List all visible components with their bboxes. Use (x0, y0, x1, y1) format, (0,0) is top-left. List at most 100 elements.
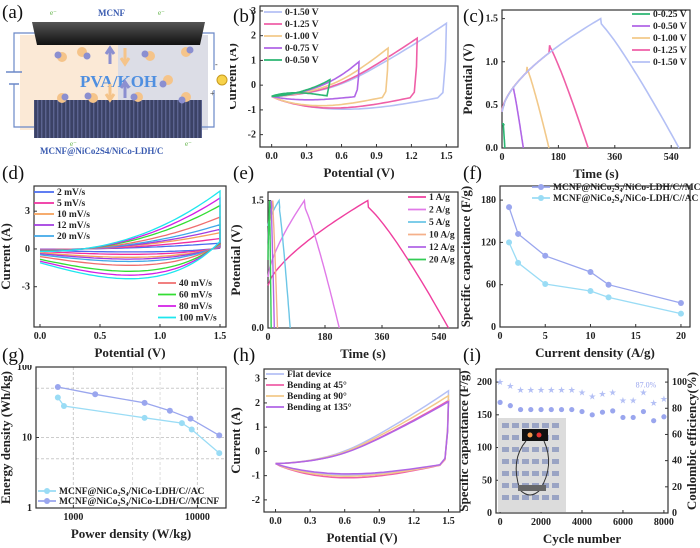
capacitance-point (538, 406, 544, 413)
inset-print-mark (532, 495, 539, 500)
y-tick-label: -1 (252, 471, 260, 482)
y-tick-label: 0 (251, 80, 256, 91)
y-tick-label: 3 (251, 6, 256, 17)
x-tick-label: 360 (607, 152, 622, 163)
chart-f-rate-capability: 0 5 10 15 20 0 60 120 180 Current density (A/g) Sp… (460, 183, 700, 360)
legend-g-label: MCNF@NiCo₂S₄/NiCo-LDH/C//MCNF (59, 497, 219, 507)
inset-print-mark (512, 435, 519, 440)
x-tick-label: 20 (676, 331, 686, 342)
plot-frame (499, 185, 691, 328)
inset-print-mark (522, 423, 529, 428)
x-tick-label: 0.0 (34, 331, 47, 342)
gcd-curve-2 (267, 198, 340, 329)
y2-tick-label: 60 (672, 429, 682, 440)
legend-d-label: 10 mV/s (57, 210, 90, 220)
circuit-wire-left-bottom (13, 84, 36, 128)
gcd-curve-20 (267, 200, 272, 329)
inset-print-mark (512, 495, 519, 500)
y-tick-label: 1.5 (252, 196, 265, 207)
circuit-wire-left (13, 32, 36, 72)
x-tick-label: 15 (631, 331, 641, 342)
data-point (506, 204, 513, 211)
x-tick-label: 180 (551, 152, 566, 163)
inset-print-mark (552, 435, 559, 440)
legend-f-label: MCNF@NiCo₂S₄/NiCo-LDH/C//MCNF (553, 183, 700, 193)
y2-tick-label: 80 (672, 403, 682, 414)
legend-d-label: 100 mV/s (179, 314, 217, 324)
y-tick-label: 180 (481, 195, 496, 206)
legend-e-label: 1 A/g (429, 193, 450, 203)
capacitance-point (569, 406, 575, 413)
x-tick-label: 360 (375, 332, 390, 343)
efficiency-star-point: ★ (496, 377, 504, 387)
cv-curve-0125 (271, 36, 419, 109)
y-tick-label: -2 (252, 495, 260, 506)
legend-e-label: 12 A/g (429, 243, 455, 253)
x-tick-label: 540 (664, 152, 679, 163)
x-tick-label: 0 (498, 517, 503, 528)
capacitance-point (579, 408, 585, 415)
capacitance-point (497, 399, 503, 405)
ion-flow-arrows (104, 45, 131, 103)
series-line-0 (57, 397, 220, 454)
x-axis-label: Potential (V) (323, 165, 394, 180)
legend-e-label: 5 A/g (429, 218, 450, 228)
y-tick-label: 2 (251, 31, 256, 42)
legend-c-label: 0-1.25 V (653, 46, 687, 56)
efficiency-star-point: ★ (557, 385, 565, 395)
legend-h-label: Bending at 45° (287, 380, 347, 391)
inset-print-mark (502, 495, 509, 500)
minus-sign: - (215, 60, 218, 69)
x-axis-label: Potential (V) (326, 530, 397, 545)
data-point (587, 288, 594, 295)
y-tick-label: 0.0 (252, 323, 265, 334)
x-axis-label: Time (s) (340, 346, 386, 361)
legend-b-label: 0-0.75 V (285, 44, 319, 54)
cv-curve (275, 400, 450, 475)
efficiency-star-point: ★ (517, 385, 525, 395)
y2-tick-label: 0 (672, 508, 677, 519)
y-tick-label: 1 (255, 422, 260, 433)
inset-print-mark (512, 447, 519, 452)
y2-tick-label: 40 (672, 456, 682, 467)
y-tick-label: 120 (481, 237, 496, 248)
data-point (605, 281, 612, 288)
inset-print-mark (542, 459, 549, 464)
capacitance-point (620, 414, 626, 421)
cv-curve-0050 (271, 78, 331, 98)
lightbulb-icon (216, 74, 228, 86)
y-tick-label: 1.5 (486, 14, 499, 25)
x-tick-label: 0.6 (338, 516, 351, 527)
efficiency-star-point: ★ (578, 388, 586, 398)
circuit-wire-right (200, 32, 215, 70)
efficiency-star-point: ★ (588, 391, 596, 401)
inset-print-mark (502, 435, 509, 440)
y-axis-label: Potential (V) (230, 224, 243, 295)
legend-h-label: Flat device (287, 370, 331, 380)
gcd-curve-0050 (501, 86, 525, 149)
x-tick-label: 10 (585, 331, 595, 342)
series-line-1 (57, 386, 220, 436)
efficiency-star-point: ★ (650, 398, 658, 408)
y-tick-label: 150 (477, 410, 492, 421)
electrolyte-label: PVA/KOH (80, 72, 157, 91)
legend-d-label: 20 mV/s (57, 232, 90, 242)
inset-print-mark (532, 423, 539, 428)
panel-label-g: (g) (2, 345, 25, 366)
y-tick-label: 100 (17, 365, 32, 373)
y-tick-label: -3 (22, 282, 30, 293)
plot-frame (33, 185, 227, 328)
capacitance-point (630, 414, 636, 421)
legend-c-label: 0-0.50 V (653, 22, 687, 32)
x-tick-label: 0.6 (335, 151, 348, 162)
legend-d-label: 12 mV/s (57, 221, 90, 231)
legend-d-label: 60 mV/s (179, 291, 212, 301)
data-point (166, 407, 173, 414)
x-tick-label: 1.2 (405, 151, 418, 162)
x-axis-label: Potential (V) (94, 345, 165, 360)
legend-c-label: 0-1.00 V (653, 34, 687, 44)
y-axis-label: Energy density (Wh/kg) (0, 371, 13, 504)
legend-e-label: 10 A/g (429, 231, 455, 241)
x-tick-label: 0.3 (304, 516, 317, 527)
series-line-1 (508, 242, 682, 315)
